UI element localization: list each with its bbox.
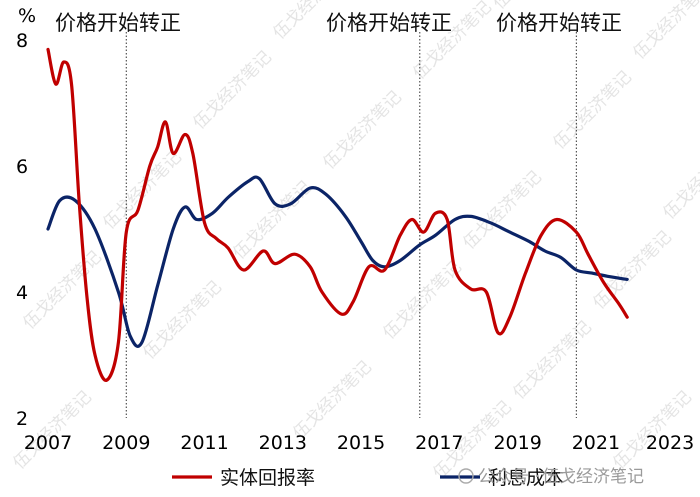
annotation-label: 价格开始转正	[496, 11, 622, 35]
x-tick-label: 2021	[572, 432, 620, 454]
watermark-text: 伍戈经济笔记	[379, 257, 465, 343]
x-tick-label: 2023	[646, 432, 694, 454]
footer-source-name: 伍戈经济笔记	[542, 467, 644, 487]
annotation-label: 价格开始转正	[55, 11, 181, 35]
watermark-text: 伍戈经济笔记	[189, 47, 275, 133]
watermark-text: 伍戈经济笔记	[549, 67, 635, 153]
x-tick-label: 2015	[337, 432, 385, 454]
watermark-text: 伍戈经济笔记	[139, 277, 225, 363]
y-unit-label: %	[18, 5, 36, 27]
watermark-text: 伍戈经济笔记	[459, 167, 545, 253]
watermark-text: 伍戈经济笔记	[629, 0, 700, 64]
watermark-text: 伍戈经济笔记	[319, 87, 405, 173]
legend-label: 实体回报率	[220, 467, 315, 489]
x-tick-label: 2007	[24, 432, 72, 454]
x-tick-label: 2011	[180, 432, 228, 454]
wechat-icon	[458, 468, 474, 484]
watermark-text: 伍戈经济笔记	[229, 177, 315, 263]
x-tick-label: 2017	[415, 432, 463, 454]
y-tick-label: 6	[16, 156, 28, 178]
x-tick-label: 2019	[493, 432, 541, 454]
watermark-text: 伍戈经济笔记	[659, 137, 700, 223]
watermark-text: 伍戈经济笔记	[19, 247, 105, 333]
annotation-label: 价格开始转正	[326, 11, 452, 35]
series-line-interest	[46, 175, 629, 348]
x-tick-label: 2009	[102, 432, 150, 454]
watermark-text: 伍戈经济笔记	[289, 357, 375, 443]
watermark-text: 伍戈经济笔记	[509, 317, 595, 403]
x-tick-label: 2013	[259, 432, 307, 454]
footer-prefix: 公众号 ·	[478, 467, 540, 487]
y-tick-label: 8	[16, 30, 28, 52]
series-line-return	[46, 47, 629, 382]
watermark-text: 伍戈经济笔记	[609, 387, 695, 473]
watermark-text: 伍戈经济笔记	[589, 227, 675, 313]
y-tick-label: 2	[16, 408, 28, 430]
watermark-text: 伍戈经济笔记	[9, 387, 95, 473]
legend-label: 利息成本	[488, 467, 564, 489]
y-tick-label: 4	[16, 282, 28, 304]
